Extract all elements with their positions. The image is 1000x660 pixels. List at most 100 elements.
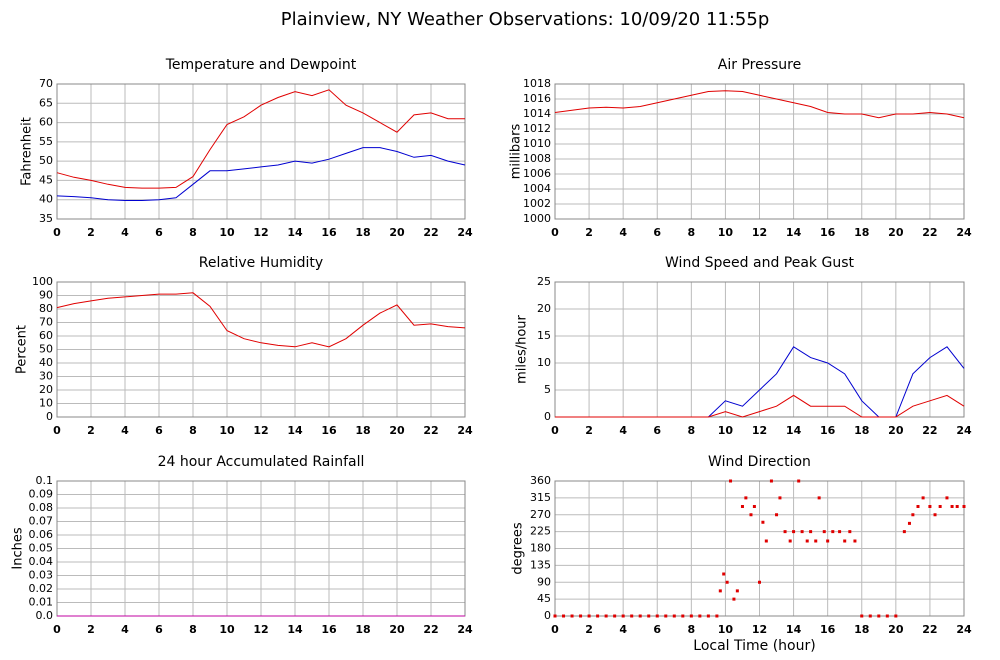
data-point (689, 614, 693, 618)
data-point (735, 589, 739, 593)
data-point (621, 614, 625, 618)
y-tick-label: 20 (537, 302, 551, 315)
x-tick-label: 0 (551, 424, 559, 437)
data-point (805, 539, 809, 543)
data-point (902, 530, 906, 534)
x-tick-label: 20 (888, 226, 904, 239)
x-tick-label: 2 (585, 226, 593, 239)
data-point (764, 539, 768, 543)
data-point (809, 530, 813, 534)
y-tick-label: 1008 (523, 152, 551, 165)
data-point (647, 614, 651, 618)
plot-frame (554, 480, 965, 617)
y-tick-label: 65 (39, 96, 53, 109)
y-tick-label: 10 (537, 356, 551, 369)
y-tick-label: 100 (32, 275, 53, 288)
x-tick-label: 24 (956, 424, 972, 437)
y-tick-label: 45 (39, 173, 53, 186)
x-tick-label: 2 (585, 623, 593, 636)
x-tick-label: 4 (619, 623, 627, 636)
x-tick-label: 16 (820, 226, 836, 239)
y-tick-label: 80 (39, 302, 53, 315)
x-tick-label: 20 (888, 424, 904, 437)
y-tick-label: 0.02 (29, 582, 54, 595)
x-tick-label: 8 (688, 226, 696, 239)
y-tick-label: 1006 (523, 167, 551, 180)
data-point (797, 479, 801, 483)
panel-title: Wind Speed and Peak Gust (665, 255, 854, 271)
data-point (749, 513, 753, 517)
x-tick-label: 2 (87, 623, 95, 636)
x-tick-label: 14 (287, 226, 303, 239)
y-tick-label: 0.07 (29, 515, 54, 528)
x-tick-label: 12 (752, 424, 767, 437)
x-tick-label: 10 (718, 424, 734, 437)
data-point (885, 614, 889, 618)
y-tick-label: 55 (39, 135, 53, 148)
x-tick-label: 22 (423, 226, 438, 239)
x-tick-label: 18 (854, 226, 869, 239)
y-tick-label: 90 (537, 575, 551, 588)
y-tick-label: 0.08 (29, 501, 54, 514)
data-point (672, 614, 676, 618)
data-point (758, 580, 761, 584)
plot-frame (554, 83, 965, 220)
y-tick-label: 70 (39, 316, 53, 329)
x-tick-label: 10 (718, 623, 734, 636)
data-point (778, 496, 782, 500)
x-tick-label: 12 (752, 226, 767, 239)
page-title: Plainview, NY Weather Observations: 10/0… (281, 9, 770, 30)
y-tick-label: 35 (39, 212, 53, 225)
y-tick-label: 135 (530, 558, 551, 571)
x-tick-label: 6 (653, 226, 661, 239)
x-tick-label: 18 (355, 424, 370, 437)
y-tick-label: 0.09 (29, 488, 54, 501)
plot-frame (56, 83, 466, 220)
panel-title: Wind Direction (708, 454, 811, 470)
series-line (555, 394, 965, 418)
data-point (800, 530, 804, 534)
y-tick-label: 0.03 (29, 569, 54, 582)
x-tick-label: 6 (155, 623, 163, 636)
data-point (928, 505, 932, 508)
y-tick-label: 0.06 (29, 528, 54, 541)
x-tick-label: 0 (53, 424, 61, 437)
data-point (587, 614, 591, 618)
data-point (681, 614, 685, 618)
data-point (562, 614, 566, 618)
data-point (788, 539, 792, 543)
x-tick-label: 22 (423, 424, 438, 437)
x-tick-label: 16 (820, 623, 836, 636)
x-axis-label: Local Time (hour) (693, 638, 815, 654)
data-point (853, 539, 857, 543)
x-tick-label: 6 (653, 424, 661, 437)
y-tick-label: 90 (39, 289, 53, 302)
y-tick-label: 1010 (523, 137, 551, 150)
x-tick-label: 14 (287, 623, 303, 636)
data-point (638, 614, 642, 618)
y-axis-label: Inches (11, 527, 26, 569)
data-point (664, 614, 668, 618)
y-tick-label: 0.05 (29, 542, 54, 555)
x-tick-label: 6 (155, 226, 163, 239)
x-tick-label: 4 (619, 424, 627, 437)
data-point (950, 505, 954, 508)
x-tick-label: 22 (922, 623, 937, 636)
x-tick-label: 2 (87, 226, 95, 239)
x-tick-label: 4 (121, 623, 129, 636)
y-tick-label: 1014 (523, 107, 551, 120)
x-tick-label: 14 (287, 424, 303, 437)
y-tick-label: 0 (544, 609, 551, 622)
data-point (761, 520, 765, 524)
x-tick-label: 0 (53, 623, 61, 636)
data-point (732, 597, 736, 601)
x-tick-label: 4 (619, 226, 627, 239)
data-point (604, 614, 608, 618)
data-point (843, 539, 847, 543)
data-point (553, 614, 557, 618)
data-point (715, 614, 719, 618)
data-point (783, 530, 787, 534)
x-tick-label: 24 (457, 226, 473, 239)
y-tick-label: 25 (537, 275, 551, 288)
